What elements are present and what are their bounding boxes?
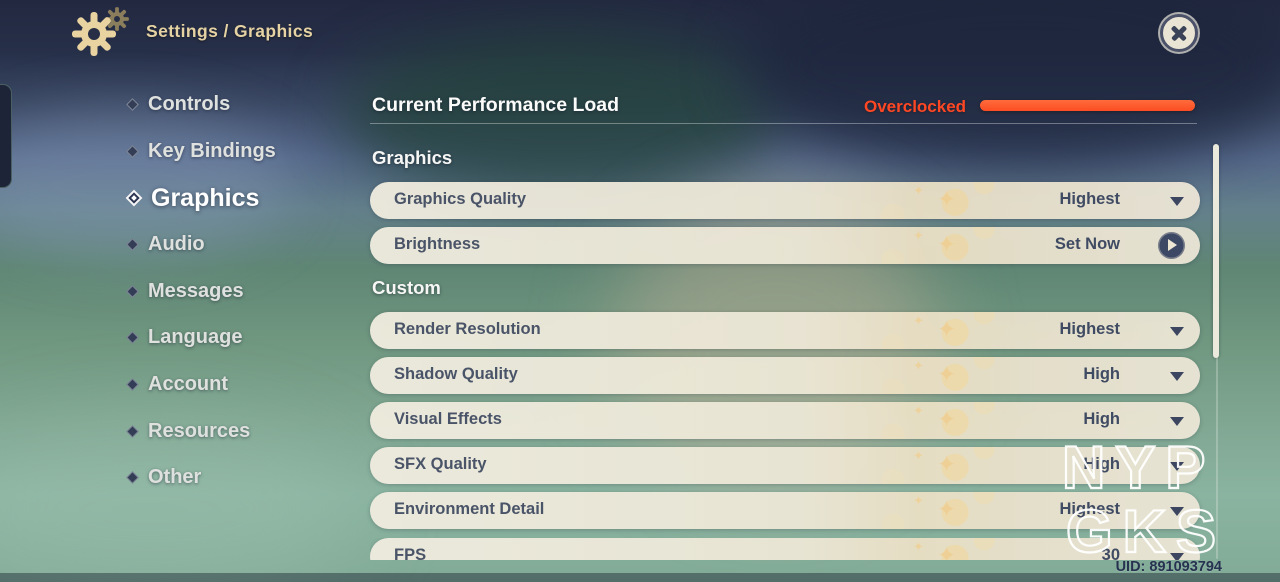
sidebar-item-controls[interactable]: Controls: [126, 88, 231, 120]
diamond-bullet-icon: [126, 97, 139, 111]
sidebar-item-label: Key Bindings: [148, 139, 276, 162]
gear-icon: [72, 12, 116, 56]
setting-label: Visual Effects: [394, 410, 502, 428]
chevron-right-icon: [1168, 239, 1177, 251]
diamond-bullet-icon: [126, 144, 139, 158]
performance-load-bar: [980, 100, 1195, 111]
sparkle-icon: ✦: [913, 313, 924, 328]
setting-label: Graphics Quality: [394, 190, 527, 208]
uid-label: UID: 891093794: [1115, 559, 1222, 575]
setting-row-shadow-quality[interactable]: ✦ ✦ Shadow Quality High: [370, 357, 1200, 394]
setting-label: Shadow Quality: [394, 365, 518, 383]
diamond-bullet-icon: [126, 470, 139, 484]
sidebar-item-other[interactable]: Other: [126, 461, 202, 493]
section-title-custom: Custom: [372, 277, 441, 298]
sparkle-icon: ✦: [913, 228, 924, 243]
chevron-down-icon[interactable]: [1170, 372, 1184, 381]
setting-row-graphics-quality[interactable]: ✦ ✦ Graphics Quality Highest: [370, 182, 1200, 219]
divider: [370, 123, 1197, 124]
sidebar-item-language[interactable]: Language: [126, 321, 243, 353]
setting-row-sfx-quality[interactable]: ✦ ✦ SFX Quality High: [370, 447, 1200, 484]
sparkle-icon: ✦: [937, 186, 957, 212]
sidebar-item-key-bindings[interactable]: Key Bindings: [126, 135, 276, 167]
diamond-bullet-icon: [126, 330, 139, 344]
sidebar-item-messages[interactable]: Messages: [126, 275, 244, 307]
setting-value: High: [1083, 365, 1120, 383]
setting-label: Environment Detail: [394, 500, 545, 518]
diamond-bullet-icon: [126, 424, 139, 438]
sidebar-item-label: Language: [148, 325, 243, 348]
chevron-down-icon[interactable]: [1170, 553, 1184, 560]
breadcrumb: Settings / Graphics: [146, 21, 314, 41]
setting-value: Highest: [1059, 190, 1120, 208]
sidebar-item-account[interactable]: Account: [126, 368, 228, 400]
screen-notch: [0, 84, 12, 188]
sparkle-icon: ✦: [937, 406, 957, 432]
setting-row-environment-detail[interactable]: ✦ ✦ Environment Detail Highest: [370, 492, 1200, 529]
sparkle-icon: ✦: [913, 448, 924, 463]
setting-value: Set Now: [1054, 235, 1120, 253]
setting-label: Render Resolution: [394, 320, 541, 338]
setting-label: FPS: [394, 546, 427, 560]
section-title-graphics: Graphics: [372, 147, 453, 168]
chevron-down-icon[interactable]: [1170, 417, 1184, 426]
sparkle-icon: ✦: [913, 403, 924, 418]
chevron-down-icon[interactable]: [1170, 327, 1184, 336]
sidebar-item-label: Graphics: [151, 183, 260, 212]
sparkle-icon: ✦: [913, 358, 924, 373]
setting-value: Highest: [1059, 320, 1120, 338]
setting-row-visual-effects[interactable]: ✦ ✦ Visual Effects High: [370, 402, 1200, 439]
chevron-down-icon[interactable]: [1170, 462, 1184, 471]
sparkle-icon: ✦: [937, 316, 957, 342]
scrollbar-thumb[interactable]: [1213, 144, 1219, 358]
performance-status-label: Overclocked: [864, 97, 967, 116]
sidebar-item-label: Other: [148, 465, 202, 488]
setting-value: 30: [1101, 546, 1120, 560]
sparkle-icon: ✦: [913, 183, 924, 198]
diamond-bullet-icon: [125, 189, 143, 207]
setting-row-brightness[interactable]: ✦ ✦ Brightness Set Now: [370, 227, 1200, 264]
setting-value: High: [1083, 410, 1120, 428]
sidebar-item-resources[interactable]: Resources: [126, 415, 251, 447]
sidebar-item-graphics[interactable]: Graphics: [125, 179, 260, 217]
setting-value: Highest: [1059, 500, 1120, 518]
sidebar-item-label: Account: [148, 372, 228, 395]
sparkle-icon: ✦: [913, 493, 924, 508]
sparkle-icon: ✦: [913, 539, 924, 554]
diamond-bullet-icon: [126, 284, 139, 298]
sidebar-item-label: Controls: [148, 92, 231, 115]
diamond-bullet-icon: [126, 377, 139, 391]
close-button[interactable]: [1160, 14, 1198, 52]
setting-value: High: [1083, 455, 1120, 473]
sparkle-icon: ✦: [937, 361, 957, 387]
set-now-button[interactable]: [1158, 232, 1185, 259]
setting-row-render-resolution[interactable]: ✦ ✦ Render Resolution Highest: [370, 312, 1200, 349]
sidebar-item-audio[interactable]: Audio: [126, 228, 205, 260]
setting-label: Brightness: [394, 235, 481, 253]
setting-row-fps[interactable]: ✦ ✦ FPS 30: [370, 538, 1200, 560]
setting-label: SFX Quality: [394, 455, 487, 473]
sparkle-icon: ✦: [937, 451, 957, 477]
sparkle-icon: ✦: [937, 496, 957, 522]
sidebar-item-label: Audio: [148, 232, 205, 255]
chevron-down-icon[interactable]: [1170, 197, 1184, 206]
sparkle-icon: ✦: [937, 231, 957, 257]
chevron-down-icon[interactable]: [1170, 507, 1184, 516]
sparkle-icon: ✦: [937, 542, 957, 560]
performance-load-title: Current Performance Load: [372, 94, 620, 116]
diamond-bullet-icon: [126, 237, 139, 251]
settings-gear-icon: [70, 6, 142, 60]
sidebar-item-label: Messages: [148, 279, 244, 302]
sidebar-item-label: Resources: [148, 419, 251, 442]
